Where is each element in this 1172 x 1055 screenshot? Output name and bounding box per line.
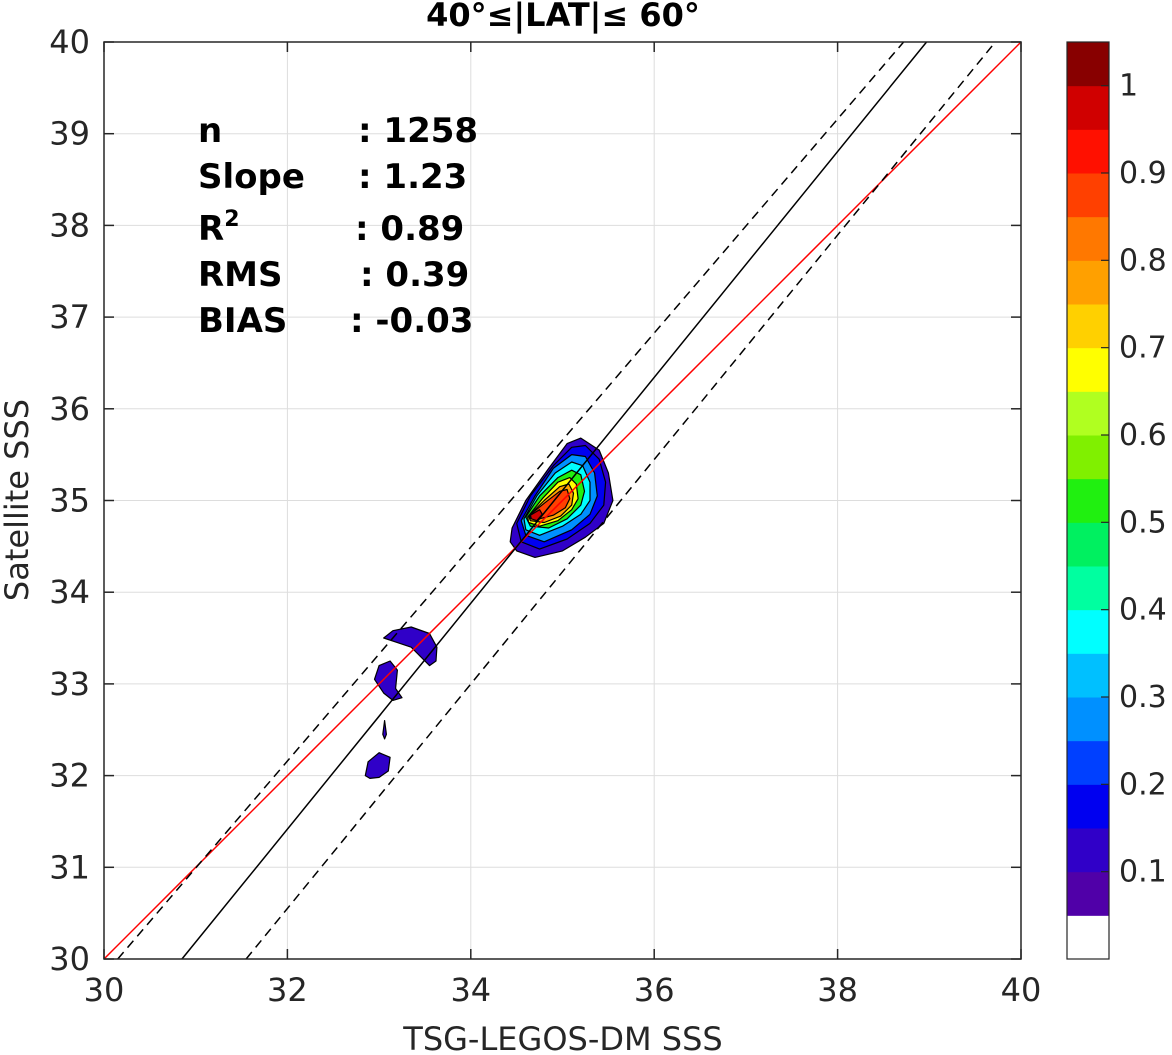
y-tick-label: 34 bbox=[49, 573, 90, 611]
y-tick-label: 32 bbox=[49, 757, 90, 795]
y-tick-label: 33 bbox=[49, 665, 90, 703]
stat-value: : 0.89 bbox=[355, 209, 464, 249]
y-tick-label: 37 bbox=[49, 298, 90, 336]
colorbar-tick-label: 0.3 bbox=[1119, 680, 1167, 715]
axis-ticks: 30 32 34 36 38 40 30 31 32 33 34 35 36 37 38 39 40 bbox=[49, 23, 1041, 1009]
colorbar-tick-label: 0.2 bbox=[1119, 767, 1167, 802]
colorbar-swatch bbox=[1067, 391, 1109, 436]
colorbar-tick-label: 0.1 bbox=[1119, 855, 1167, 890]
colorbar-frame bbox=[1066, 41, 1110, 960]
colorbar-tick-label: 0.9 bbox=[1119, 156, 1167, 191]
regression-lower-line bbox=[245, 41, 996, 960]
y-tick-label: 39 bbox=[49, 115, 90, 153]
colorbar-swatch bbox=[1067, 435, 1109, 480]
stats-box: n : 1258 Slope : 1.23 R2 : 0.89 RMS : 0.39 BIAS:… bbox=[198, 111, 478, 341]
colorbar-swatch bbox=[1067, 915, 1109, 960]
colorbar-swatch bbox=[1067, 522, 1109, 567]
colorbar-tick-label: 0.8 bbox=[1119, 243, 1167, 278]
colorbar-swatch bbox=[1067, 129, 1109, 174]
x-tick-label: 36 bbox=[634, 971, 675, 1009]
stat-value: : 0.39 bbox=[360, 255, 469, 295]
colorbar-swatch bbox=[1067, 653, 1109, 698]
stat-value: : 1.23 bbox=[358, 157, 467, 197]
regression-upper-line bbox=[117, 41, 905, 960]
contour-level bbox=[364, 752, 391, 780]
colorbar-tick-label: 1 bbox=[1119, 69, 1138, 104]
stat-label: Slope bbox=[198, 157, 305, 197]
x-axis-label: TSG-LEGOS-DM SSS bbox=[402, 1020, 722, 1055]
colorbar-swatch bbox=[1067, 260, 1109, 305]
colorbar-swatch bbox=[1067, 784, 1109, 829]
colorbar-swatch bbox=[1067, 828, 1109, 873]
x-tick-label: 30 bbox=[84, 971, 125, 1009]
colorbar-swatch bbox=[1067, 304, 1109, 349]
colorbar-tick-label: 0.4 bbox=[1119, 593, 1167, 628]
regression-line bbox=[181, 41, 928, 960]
colorbar-swatch bbox=[1067, 566, 1109, 611]
colorbar-swatch bbox=[1067, 347, 1109, 392]
contour-fills bbox=[364, 437, 614, 780]
chart-title: 40°≤|LAT|≤ 60° bbox=[426, 0, 700, 35]
stat-label: R2 bbox=[198, 207, 240, 249]
stat-value: : 1258 bbox=[358, 111, 478, 151]
colorbar-swatch bbox=[1067, 216, 1109, 261]
y-tick-label: 38 bbox=[49, 206, 90, 244]
colorbar-swatch bbox=[1067, 697, 1109, 742]
y-tick-label: 36 bbox=[49, 390, 90, 428]
stat-superscript: 2 bbox=[224, 207, 239, 232]
colorbar-swatch bbox=[1067, 740, 1109, 785]
y-tick-label: 35 bbox=[49, 482, 90, 520]
colorbar-swatch bbox=[1067, 173, 1109, 218]
y-axis-label: Satellite SSS bbox=[0, 399, 36, 601]
x-tick-label: 38 bbox=[817, 971, 858, 1009]
contour-level bbox=[382, 719, 387, 740]
colorbar-tick-label: 0.7 bbox=[1119, 331, 1167, 366]
colorbar-swatch bbox=[1067, 871, 1109, 916]
contour-level bbox=[373, 660, 403, 702]
stat-value: : -0.03 bbox=[350, 301, 473, 341]
colorbar-swatch bbox=[1067, 478, 1109, 523]
y-tick-label: 40 bbox=[49, 23, 90, 61]
stat-label: RMS bbox=[198, 255, 283, 295]
x-tick-label: 32 bbox=[267, 971, 308, 1009]
x-tick-label: 34 bbox=[450, 971, 491, 1009]
colorbar-tick-label: 0.6 bbox=[1119, 418, 1167, 453]
y-tick-label: 31 bbox=[49, 848, 90, 886]
colorbar-tick-label: 0.5 bbox=[1119, 505, 1167, 540]
colorbar-swatch bbox=[1067, 609, 1109, 654]
colorbar: 0.1 0.2 0.3 0.4 0.5 0.6 0.7 0.8 0.9 1 bbox=[1066, 41, 1167, 960]
y-tick-label: 30 bbox=[49, 940, 90, 978]
colorbar-swatch bbox=[1067, 42, 1109, 87]
reference-lines bbox=[103, 41, 1022, 960]
x-tick-label: 40 bbox=[1001, 971, 1042, 1009]
identity-line bbox=[103, 41, 1022, 960]
stat-label: n bbox=[198, 111, 222, 151]
colorbar-swatch bbox=[1067, 85, 1109, 130]
contour-level bbox=[383, 626, 438, 667]
stat-label: BIAS bbox=[198, 301, 287, 341]
